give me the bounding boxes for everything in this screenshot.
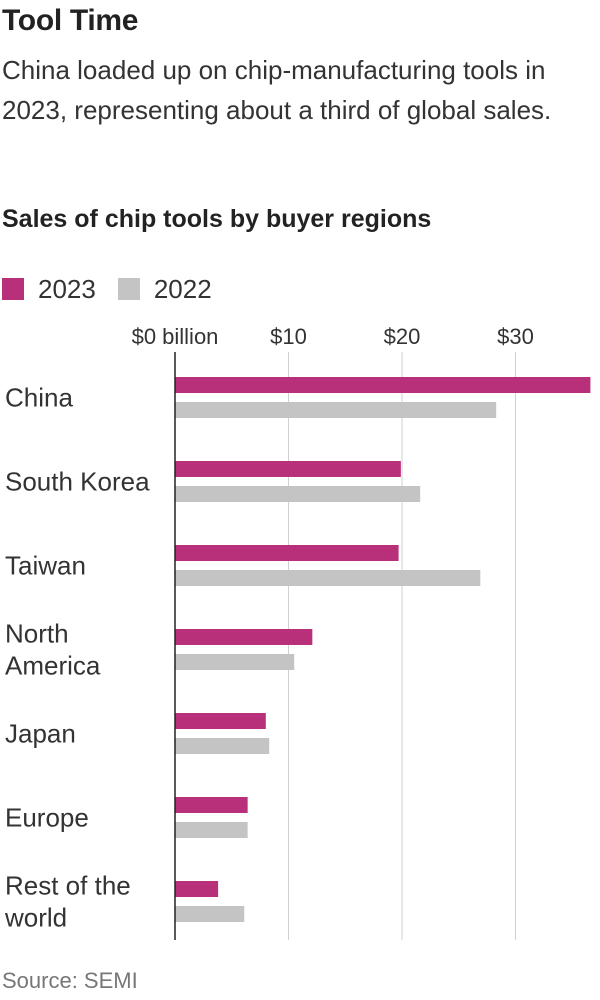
category-label-taiwan: Taiwan bbox=[5, 551, 86, 581]
bar-china-2022 bbox=[175, 402, 497, 418]
category-label-europe: Europe bbox=[5, 803, 89, 833]
legend: 2023 2022 bbox=[2, 272, 234, 306]
bar-taiwan-2023 bbox=[175, 545, 399, 561]
bar-north-america-2022 bbox=[175, 654, 295, 670]
legend-label-2022: 2022 bbox=[153, 273, 212, 304]
legend-label-2023: 2023 bbox=[38, 273, 96, 304]
tick-label-10: $10 bbox=[270, 324, 307, 349]
bar-rest-of-the-world-2022 bbox=[175, 906, 245, 922]
source-note: Source: SEMI bbox=[2, 968, 138, 993]
category-label-japan: Japan bbox=[5, 719, 76, 749]
tick-label-0: $0 billion bbox=[132, 324, 219, 349]
tick-label-30: $30 bbox=[497, 324, 534, 349]
page-title: Tool Time bbox=[2, 4, 139, 37]
bar-taiwan-2022 bbox=[175, 570, 481, 586]
bar-china-2023 bbox=[175, 377, 591, 393]
category-label-china: China bbox=[5, 383, 73, 413]
category-label-south-korea: South Korea bbox=[5, 467, 150, 497]
bar-japan-2022 bbox=[175, 738, 270, 754]
bar-japan-2023 bbox=[175, 713, 266, 729]
tick-label-20: $20 bbox=[384, 324, 421, 349]
legend-item-2023: 2023 bbox=[2, 274, 96, 305]
page-subtitle: China loaded up on chip-manufacturing to… bbox=[2, 55, 552, 125]
bar-south-korea-2022 bbox=[175, 486, 421, 502]
legend-swatch-2022 bbox=[117, 278, 140, 300]
bar-rest-of-the-world-2023 bbox=[175, 881, 219, 897]
legend-item-2022: 2022 bbox=[117, 273, 212, 305]
bar-south-korea-2023 bbox=[175, 461, 401, 477]
bar-chart: $0 billion $10 $20 $30 China South Korea Taiwa… bbox=[4, 324, 591, 940]
category-label-rest-of-the-world: Rest of the world bbox=[4, 871, 131, 933]
bar-europe-2022 bbox=[175, 822, 248, 838]
bar-europe-2023 bbox=[175, 797, 248, 813]
legend-swatch-2023 bbox=[2, 278, 24, 300]
category-label-north-america: North America bbox=[5, 619, 101, 681]
bar-north-america-2023 bbox=[175, 629, 313, 645]
chart-title: Sales of chip tools by buyer regions bbox=[2, 205, 432, 233]
